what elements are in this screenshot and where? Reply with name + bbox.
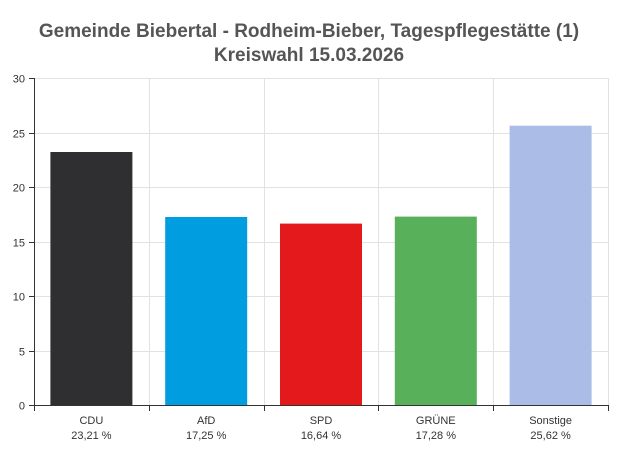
bar-cdu[interactable] xyxy=(50,152,133,405)
x-category-label: CDU xyxy=(79,415,103,427)
y-tick-label: 0 xyxy=(19,401,25,413)
y-tick-label: 10 xyxy=(13,292,25,304)
x-value-label: 23,21 % xyxy=(71,430,112,442)
axis-labels: 0 5 10 15 20 25 30 CDU 23,21 % AfD 17,25 % SPD 16,64… xyxy=(13,74,572,443)
bars xyxy=(50,125,592,405)
chart-title-line: Gemeinde Biebertal - Rodheim-Bieber, Tag… xyxy=(38,21,580,42)
bar-gr-ne[interactable] xyxy=(394,216,477,405)
x-category-label: GRÜNE xyxy=(416,415,456,427)
x-category-label: AfD xyxy=(197,415,215,427)
chart-title: Gemeinde Biebertal - Rodheim-Bieber, Tag… xyxy=(0,20,618,68)
bar-spd[interactable] xyxy=(280,223,362,405)
x-category-label: Sonstige xyxy=(529,415,572,427)
bar-afd[interactable] xyxy=(165,217,248,405)
y-tick-label: 30 xyxy=(13,74,25,86)
axes xyxy=(29,78,609,411)
y-tick-label: 25 xyxy=(13,129,25,141)
y-tick-label: 20 xyxy=(13,183,25,195)
x-value-label: 17,25 % xyxy=(186,430,227,442)
y-tick-label: 5 xyxy=(19,347,25,359)
bar-sonstige[interactable] xyxy=(509,125,592,405)
chart-subtitle: Kreiswahl 15.03.2026 xyxy=(213,45,405,66)
x-value-label: 16,64 % xyxy=(301,430,342,442)
x-value-label: 25,62 % xyxy=(530,430,571,442)
x-value-label: 17,28 % xyxy=(416,430,457,442)
x-category-label: SPD xyxy=(310,415,333,427)
y-tick-label: 15 xyxy=(13,238,25,250)
